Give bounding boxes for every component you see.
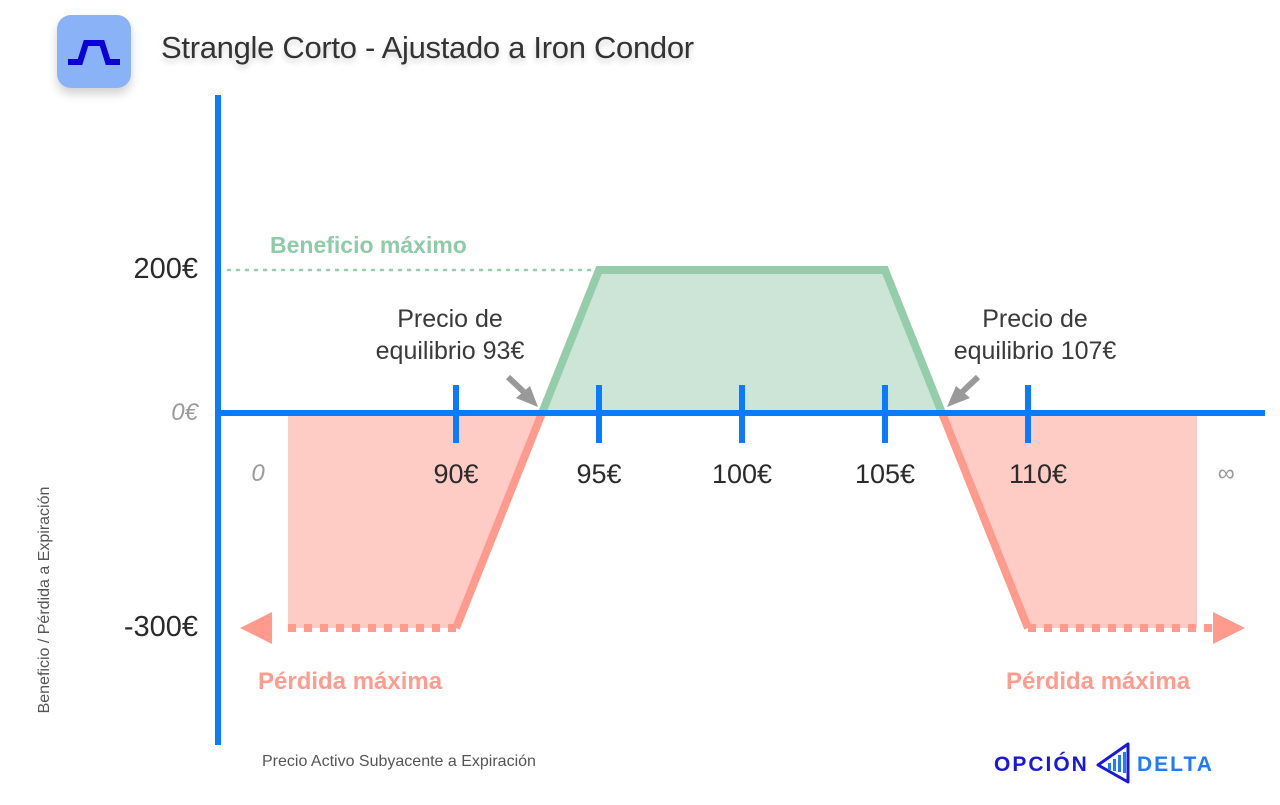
brand-name-part1: OPCIÓN (994, 753, 1089, 776)
breakeven-high-line2: equilibrio 107€ (953, 337, 1117, 365)
breakeven-low-line1: Precio de (397, 305, 503, 333)
profit-area (542, 270, 942, 413)
x-tick-label-infinity: ∞ (1217, 460, 1235, 487)
y-tick-label-0: 0€ (171, 399, 198, 426)
breakeven-high-label: Precio de equilibrio 107€ (935, 303, 1135, 367)
x-tick-label-100: 100€ (711, 459, 773, 489)
x-axis-title: Precio Activo Subyacente a Expiración (262, 753, 536, 770)
y-tick-label-minus300: -300€ (123, 611, 198, 643)
max-loss-label-left: Pérdida máxima (258, 668, 443, 695)
breakeven-high-line1: Precio de (982, 305, 1088, 333)
brand-name-part2: DELTA (1137, 753, 1214, 776)
breakeven-low-line2: equilibrio 93€ (375, 337, 525, 365)
loss-line-left (452, 411, 546, 630)
max-loss-label-right: Pérdida máxima (1006, 668, 1191, 695)
x-tick-label-110: 110€ (1008, 459, 1068, 489)
x-tick-label-105: 105€ (854, 459, 916, 489)
breakeven-low-arrow-icon (505, 374, 538, 407)
y-axis-title: Beneficio / Pérdida a Expiración (36, 486, 53, 714)
arrow-left-icon (240, 612, 272, 644)
x-tick-label-95: 95€ (576, 459, 622, 489)
arrow-right-icon (1213, 612, 1245, 644)
y-tick-label-200: 200€ (133, 253, 198, 285)
chart-title: Strangle Corto - Ajustado a Iron Condor (161, 30, 694, 65)
loss-line-right (938, 411, 1032, 630)
breakeven-high-arrow-icon (947, 374, 981, 407)
profit-line (538, 266, 946, 415)
loss-area-left (288, 413, 542, 628)
strategy-logo-tile (57, 15, 131, 88)
brand-delta-icon (1096, 742, 1130, 784)
max-profit-label: Beneficio máximo (270, 232, 467, 258)
x-tick-label-0: 0 (251, 460, 265, 487)
loss-area-right (942, 413, 1197, 628)
x-tick-label-90: 90€ (433, 459, 479, 489)
payoff-trapezoid-icon (68, 40, 120, 65)
breakeven-low-label: Precio de equilibrio 93€ (355, 303, 545, 367)
